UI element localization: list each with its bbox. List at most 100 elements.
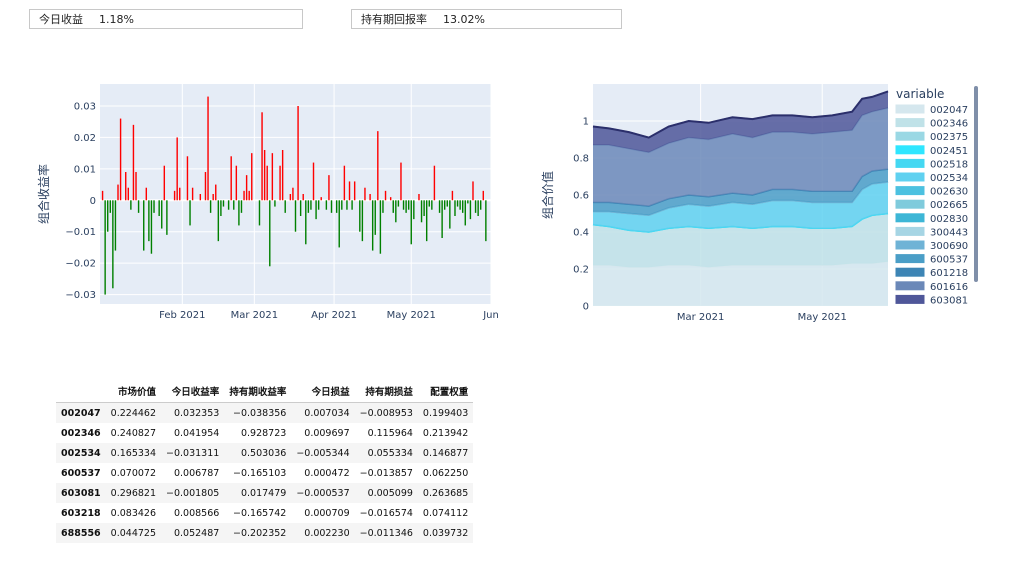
daily-return-bar bbox=[107, 200, 109, 232]
daily-return-bar bbox=[343, 165, 346, 201]
table-header-index bbox=[56, 380, 106, 403]
table-cell: 0.083426 bbox=[110, 507, 157, 519]
daily-return-bar bbox=[413, 200, 415, 220]
daily-return-bar bbox=[161, 200, 163, 229]
daily-return-bar bbox=[485, 200, 487, 242]
bar-y-tick-label: −0.02 bbox=[65, 259, 96, 270]
daily-return-bar-chart[interactable]: −0.03 −0.02 −0.01 0 0.01 0.02 0.03 Feb 2021 Mar … bbox=[28, 76, 499, 324]
legend-label-600537: 600537 bbox=[930, 255, 968, 266]
daily-return-bar bbox=[472, 181, 474, 201]
daily-return-bar bbox=[446, 200, 448, 207]
daily-return-bar bbox=[217, 200, 220, 242]
bar-y-tick-label: 0.02 bbox=[74, 133, 96, 144]
bar-x-tick-label: Mar 2021 bbox=[231, 310, 279, 321]
table-cell: 0.165334 bbox=[110, 447, 157, 459]
table-cell: −0.165742 bbox=[233, 507, 287, 519]
daily-return-bar bbox=[132, 124, 135, 201]
table-cell: 0.039732 bbox=[422, 527, 469, 539]
legend-label-002665: 002665 bbox=[930, 200, 968, 211]
bar-y-tick-label: −0.01 bbox=[65, 227, 96, 238]
legend-scrollbar[interactable] bbox=[974, 86, 978, 282]
table-row: 688556 0.044725 0.052487 −0.202352 0.002230−… bbox=[56, 523, 474, 543]
daily-return-bar bbox=[245, 175, 248, 201]
legend-swatch-002630 bbox=[895, 186, 925, 196]
table-row: 600537 0.070072 0.006787 −0.165103 0.000472−… bbox=[56, 463, 473, 483]
bar-x-tick-label: Apr 2021 bbox=[311, 310, 357, 321]
daily-return-bar bbox=[279, 165, 281, 201]
daily-return-bar bbox=[289, 194, 292, 201]
daily-return-bar bbox=[179, 187, 181, 201]
area-x-tick-label: May 2021 bbox=[798, 312, 847, 323]
daily-return-bar bbox=[461, 200, 464, 213]
legend-swatch-002830 bbox=[895, 213, 925, 223]
bar-y-axis-title: 组合收益率 bbox=[36, 164, 51, 224]
table-cell: 0.224462 bbox=[110, 407, 157, 419]
area-series-002534 bbox=[593, 182, 888, 232]
legend-swatch-002375 bbox=[895, 131, 925, 141]
table-row: 603218 0.083426 0.008566 −0.165742 0.000709−… bbox=[56, 503, 473, 523]
daily-return-bar bbox=[359, 200, 361, 232]
daily-return-bar bbox=[266, 165, 268, 201]
today-return-box: 今日收益 1.18% bbox=[29, 9, 303, 29]
legend-label-002346: 002346 bbox=[930, 119, 968, 130]
area-series-002047 bbox=[593, 261, 888, 306]
daily-return-bar bbox=[238, 200, 240, 226]
legend-swatch-002518 bbox=[895, 158, 925, 168]
table-cell: −0.000537 bbox=[296, 487, 350, 499]
daily-return-bar bbox=[433, 165, 436, 201]
legend-label-601218: 601218 bbox=[930, 268, 968, 279]
daily-return-bar bbox=[104, 200, 106, 295]
table-cell: 0.032353 bbox=[173, 407, 220, 419]
daily-return-bar bbox=[297, 106, 299, 201]
table-cell: 0.070072 bbox=[110, 467, 157, 479]
daily-return-bar bbox=[423, 200, 425, 216]
area-series-603081 bbox=[593, 91, 888, 153]
legend-swatch-002534 bbox=[895, 172, 925, 182]
table-cell: 0.115964 bbox=[367, 427, 413, 439]
daily-return-bar bbox=[240, 200, 243, 213]
daily-return-bar bbox=[281, 150, 284, 201]
table-row-code: 002534 bbox=[61, 447, 101, 459]
table-cell: −0.013857 bbox=[359, 467, 413, 479]
daily-return-bar bbox=[204, 172, 207, 201]
table-row-code: 002346 bbox=[61, 427, 101, 439]
daily-return-bar bbox=[119, 118, 122, 201]
daily-return-bar bbox=[114, 200, 117, 251]
daily-return-bar bbox=[377, 131, 379, 201]
daily-return-bar bbox=[361, 200, 364, 242]
legend-swatch-601218 bbox=[895, 267, 925, 277]
legend-label-002518: 002518 bbox=[930, 159, 968, 170]
daily-return-bar bbox=[233, 200, 235, 210]
daily-return-bar bbox=[382, 200, 384, 213]
daily-return-bar bbox=[335, 200, 338, 213]
daily-return-bar bbox=[212, 194, 214, 201]
daily-return-bar bbox=[454, 200, 456, 216]
table-cell: 0.240827 bbox=[110, 427, 157, 439]
table-row: 002534 0.165334 −0.031311 0.503036 −0.005344… bbox=[56, 443, 474, 463]
table-cell: 0.009697 bbox=[304, 427, 350, 439]
portfolio-value-area-chart[interactable]: 0 0.2 0.4 0.6 0.8 1 Mar 2021 May 2021 组合价值 variab… bbox=[540, 78, 984, 324]
table-header-holding-pnl: 持有期损益 bbox=[365, 387, 413, 398]
portfolio-value-area-chart-svg[interactable]: 0 0.2 0.4 0.6 0.8 1 Mar 2021 May 2021 组合价值 variab… bbox=[540, 78, 984, 324]
daily-return-bar bbox=[407, 200, 410, 210]
daily-return-bar bbox=[189, 200, 191, 226]
daily-return-bar bbox=[166, 200, 168, 235]
daily-return-bar bbox=[474, 200, 477, 213]
daily-return-bar bbox=[456, 200, 459, 207]
daily-return-bar bbox=[153, 200, 155, 213]
table-cell: −0.165103 bbox=[233, 467, 287, 479]
daily-return-bar bbox=[220, 200, 222, 216]
daily-return-bar bbox=[109, 200, 111, 213]
daily-return-bar bbox=[389, 197, 392, 201]
table-header-holding-return: 持有期收益率 bbox=[229, 387, 287, 398]
table-cell: −0.016574 bbox=[359, 507, 413, 519]
daily-return-bar-chart-svg[interactable]: −0.03 −0.02 −0.01 0 0.01 0.02 0.03 Feb 2021 Mar … bbox=[28, 76, 499, 324]
bar-x-tick-label: Feb 2021 bbox=[159, 310, 205, 321]
table-cell: 0.062250 bbox=[422, 467, 469, 479]
table-cell: 0.074112 bbox=[422, 507, 469, 519]
bar-y-tick-label: 0.01 bbox=[74, 164, 96, 175]
daily-return-bar bbox=[425, 200, 428, 242]
area-y-tick-label: 0 bbox=[583, 302, 589, 313]
daily-return-bar bbox=[384, 190, 387, 201]
daily-return-bar bbox=[215, 184, 217, 201]
